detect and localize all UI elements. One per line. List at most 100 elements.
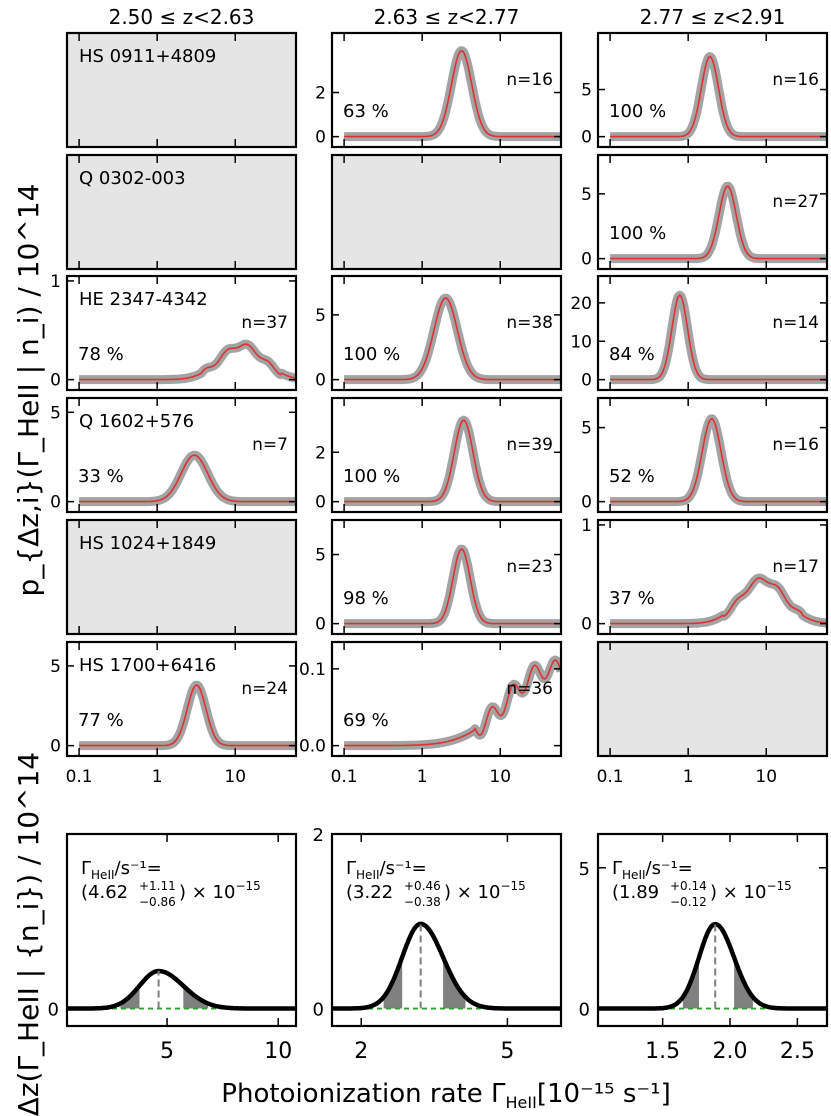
count-label: n=36 (506, 679, 553, 699)
xtick-label: 5 (160, 1039, 174, 1064)
ytick-label: 5 (315, 306, 326, 326)
xtick-label: 1 (152, 767, 163, 787)
panel-r2-c1: Q 0302-003 (65, 153, 298, 271)
percent-label: 69 % (343, 710, 389, 731)
ytick-label: 5 (579, 859, 590, 880)
ytick-label: 0.0 (299, 737, 326, 757)
combined-pdf-line (596, 921, 829, 1011)
panel-r2-c3: 0 5 n=27 100 % (581, 153, 829, 271)
count-label: n=38 (506, 313, 553, 333)
plot-area (67, 398, 296, 512)
count-label: n=16 (506, 70, 553, 90)
panel-frame (330, 396, 563, 514)
panel-r1-c2: 0 2 n=16 63 % (315, 31, 563, 149)
pdf-line (79, 343, 296, 381)
ytick-label: 0 (50, 493, 61, 513)
percent-label: 100 % (343, 344, 400, 365)
pdf-line (344, 659, 561, 747)
ytick-label: 0 (50, 737, 61, 757)
ytick-label: 0 (579, 1000, 590, 1021)
unit-scale: ) × 10−15 (710, 879, 792, 903)
xtick-label: 10 (755, 767, 777, 787)
count-label: n=24 (241, 679, 288, 699)
error-plus: +1.11 (139, 879, 176, 893)
panel-r3-c2: 0 5 n=38 100 % (315, 274, 563, 392)
ytick-label: 5 (581, 185, 592, 205)
y-axis-label-bottom: p_Δz(Γ_HeII | {n_i}) / 10^14 (12, 752, 45, 1116)
ytick-label: 2 (313, 825, 324, 846)
panel-frame (65, 274, 298, 392)
gamma-label: ΓHeII/s⁻¹= (346, 858, 427, 882)
combined-panel-2: 2 5 0 2 ΓHeII/s⁻¹=(3.22 +0.46 −0.38) × 10−15 (313, 825, 563, 1064)
pdf-line (344, 49, 561, 138)
ytick-label: 2 (315, 84, 326, 104)
ytick-label: 1 (581, 516, 592, 536)
panel-r3-c1: 0 1 n=37 78 % HE 2347-4342 (50, 272, 298, 392)
ytick-label: 5 (315, 546, 326, 566)
percent-label: 52 % (609, 466, 655, 487)
panel-r6-c3: 0.1 1 10 (596, 640, 829, 787)
quasar-label: Q 1602+576 (79, 411, 194, 432)
combined-panel-3: 1.5 2.0 2.5 0 5 ΓHeII/s⁻¹=(1.89 +0.14 −0.12) × … (579, 832, 829, 1064)
pdf-line (344, 297, 561, 381)
plot-area (598, 834, 827, 1026)
panel-frame (596, 31, 829, 149)
empty-panel (65, 153, 298, 271)
panel-frame (330, 640, 563, 758)
percent-label: 100 % (609, 101, 666, 122)
y-axis-label-top: p_{Δz,i}(Γ_HeII | n_i) / 10^14 (12, 184, 45, 597)
pdf-line (79, 684, 296, 747)
percent-label: 63 % (343, 101, 389, 122)
empty-panel (596, 640, 829, 758)
ytick-label: 5 (581, 419, 592, 439)
ytick-label: 5 (50, 657, 61, 677)
ytick-label: 1 (50, 272, 61, 292)
pdf-line (610, 577, 827, 625)
xtick-label: 10 (224, 767, 246, 787)
empty-panel (65, 31, 298, 149)
ytick-label: 5 (50, 403, 61, 423)
count-label: n=39 (506, 435, 553, 455)
quasar-label: HS 1024+1849 (79, 533, 216, 554)
percent-label: 78 % (78, 344, 124, 365)
error-minus: −0.86 (139, 895, 176, 909)
plot-area (598, 520, 827, 634)
panel-frame (330, 274, 563, 392)
ytick-label: 0 (581, 128, 592, 148)
xtick-label: 2 (354, 1039, 368, 1064)
pdf-line (344, 548, 561, 625)
ytick-label: 0 (581, 493, 592, 513)
x-axis-label: Photoionization rate ΓHeII[10⁻¹⁵ s⁻¹] (221, 1079, 670, 1112)
xtick-label: 1.5 (645, 1039, 680, 1064)
panel-frame (596, 274, 829, 392)
ytick-label: 0 (48, 1000, 59, 1021)
error-plus: +0.46 (404, 879, 441, 893)
percent-label: 84 % (609, 344, 655, 365)
quasar-label: HS 1700+6416 (79, 655, 216, 676)
empty-panel (330, 153, 563, 271)
percent-label: 33 % (78, 466, 124, 487)
xtick-label: 0.1 (597, 767, 624, 787)
ytick-label: 0 (315, 371, 326, 391)
ytick-label: 0 (581, 250, 592, 270)
ytick-label: 20 (570, 294, 592, 314)
count-label: n=37 (241, 313, 288, 333)
pdf-line (610, 55, 827, 138)
count-label: n=16 (772, 70, 819, 90)
xtick-label: 5 (500, 1039, 514, 1064)
panel-frame (596, 518, 829, 636)
xtick-label: 1 (417, 767, 428, 787)
panel-frame (65, 396, 298, 514)
median-value: (3.22 (346, 882, 393, 903)
quasar-label: Q 0302-003 (79, 168, 186, 189)
combined-panel-1: 5 10 0 ΓHeII/s⁻¹=(4.62 +1.11 −0.86) × 10−15 (48, 832, 298, 1064)
xtick-label: 0.1 (66, 767, 93, 787)
ytick-label: 0 (313, 1000, 324, 1021)
ytick-label: 0 (581, 371, 592, 391)
xtick-label: 1 (683, 767, 694, 787)
panel-r3-c3: 0 10 20 n=14 84 % (570, 274, 829, 392)
panel-frame (330, 832, 563, 1028)
ytick-label: 0 (315, 615, 326, 635)
ytick-label: 2 (315, 443, 326, 463)
